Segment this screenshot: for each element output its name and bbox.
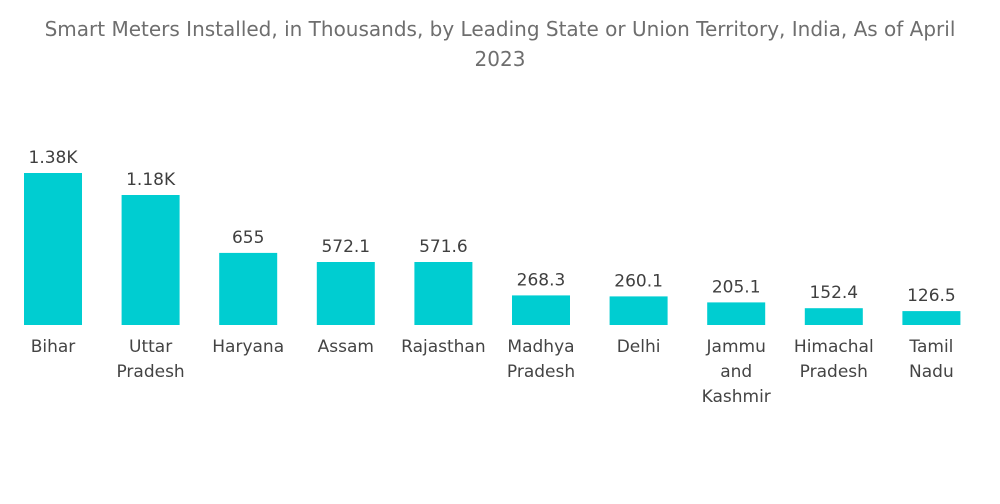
category-label-1-line-1: Pradesh (116, 362, 184, 382)
category-label-8-line-1: Pradesh (800, 362, 868, 382)
value-label-7: 205.1 (712, 277, 761, 297)
category-label-3: Assam (318, 337, 374, 357)
bar-9 (902, 311, 961, 325)
value-label-8: 152.4 (809, 283, 858, 303)
value-label-1: 1.18K (126, 170, 176, 190)
bar-5 (512, 295, 570, 325)
chart-title: Smart Meters Installed, in Thousands, by… (0, 14, 1000, 74)
category-label-8: Himachal Pradesh (794, 337, 874, 382)
category-label-7-line-0: Jammu (706, 337, 766, 357)
category-label-2: Haryana (212, 337, 284, 357)
category-label-0: Bihar (31, 337, 76, 357)
category-label-5-line-1: Pradesh (507, 362, 575, 382)
value-label-4: 571.6 (419, 237, 468, 257)
value-label-0: 1.38K (29, 148, 79, 168)
bar-7 (707, 302, 766, 325)
category-label-9-line-0: Tamil (908, 337, 953, 357)
bar-0 (24, 173, 82, 325)
bar-4 (414, 262, 473, 325)
category-label-6: Delhi (617, 337, 661, 357)
bar-1 (121, 195, 180, 325)
category-label-1-line-0: Uttar (129, 337, 172, 357)
bar-2 (219, 252, 278, 325)
category-label-4: Rajasthan (401, 337, 486, 357)
bar-6 (609, 296, 668, 325)
category-label-0-line-0: Bihar (31, 337, 76, 357)
category-label-2-line-0: Haryana (212, 337, 284, 357)
value-label-5: 268.3 (517, 270, 566, 290)
category-label-5-line-0: Madhya (507, 337, 574, 357)
value-label-2: 655 (232, 228, 264, 248)
category-label-9: Tamil Nadu (908, 337, 953, 382)
category-label-7: Jammu and Kashmir (702, 337, 771, 407)
category-label-6-line-0: Delhi (617, 337, 661, 357)
value-label-6: 260.1 (614, 271, 663, 291)
category-label-9-line-1: Nadu (909, 362, 954, 382)
value-label-9: 126.5 (907, 286, 956, 306)
category-label-1: Uttar Pradesh (116, 337, 184, 382)
value-label-3: 572.1 (321, 237, 370, 257)
category-label-4-line-0: Rajasthan (401, 337, 486, 357)
chart-title-line-2: 2023 (474, 47, 526, 71)
category-label-5: Madhya Pradesh (507, 337, 575, 382)
bar-3 (316, 262, 375, 325)
category-label-3-line-0: Assam (318, 337, 374, 357)
category-label-7-line-1: and (720, 362, 752, 382)
category-label-8-line-0: Himachal (794, 337, 874, 357)
category-label-7-line-2: Kashmir (702, 387, 771, 407)
bar-8 (804, 308, 863, 325)
chart-title-line-1: Smart Meters Installed, in Thousands, by… (44, 17, 956, 41)
